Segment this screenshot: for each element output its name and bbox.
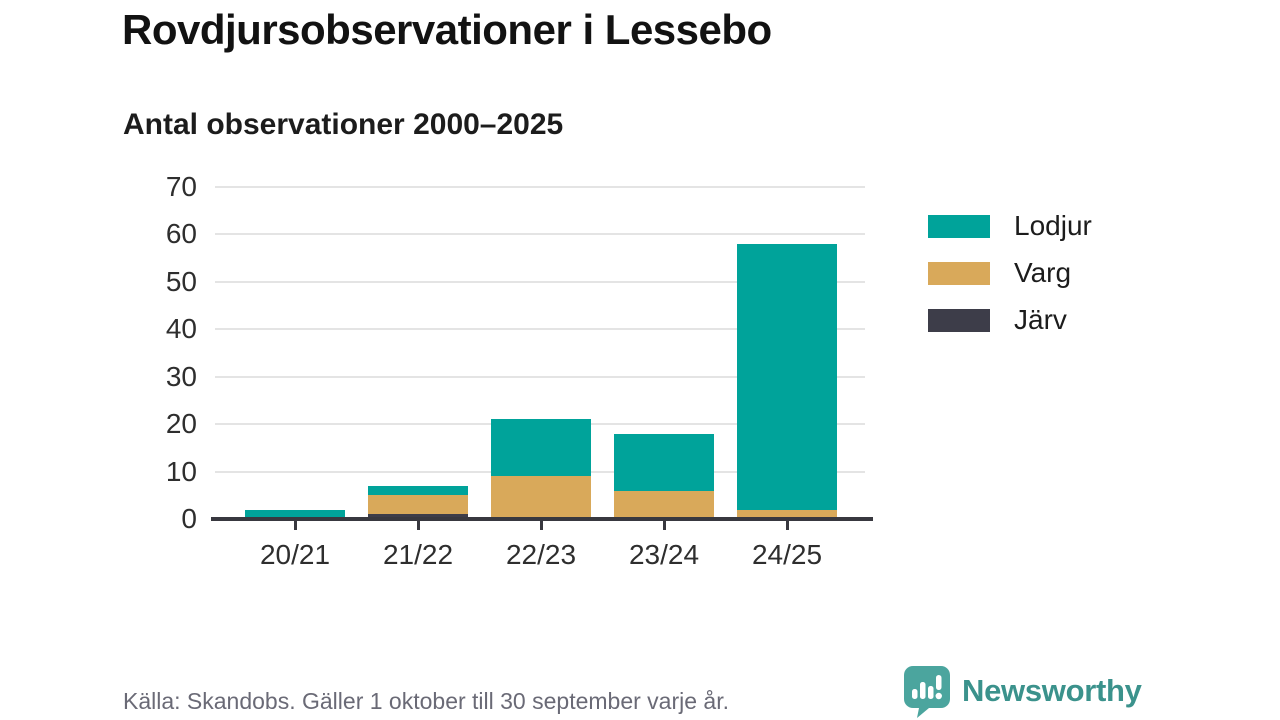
legend-swatch (928, 308, 990, 332)
newsworthy-speech-bubble-chart-icon (904, 666, 950, 718)
x-axis-tick (662, 521, 666, 530)
legend-label: Varg (1014, 257, 1072, 288)
legend-item-lodjur: Lodjur (928, 210, 1092, 241)
x-axis-tick-label: 24/25 (751, 539, 823, 570)
x-axis-tick (416, 521, 420, 530)
bar-segment-varg-22-23 (491, 476, 591, 519)
x-axis-line (211, 517, 873, 521)
chart-subtitle: Antal observationer 2000–2025 (123, 108, 564, 141)
legend-item-varg: Varg (928, 257, 1092, 288)
bar-segment-lodjur-23-24 (614, 433, 714, 491)
y-axis-tick-label: 70 (165, 170, 197, 202)
page-title: Rovdjursobservationer i Lessebo (122, 6, 772, 53)
bar-segment-lodjur-22-23 (491, 419, 591, 477)
bar-segment-lodjur-21-22 (368, 485, 468, 496)
source-note: Källa: Skandobs. Gäller 1 oktober till 3… (123, 688, 729, 714)
y-axis-tick-label: 60 (165, 218, 197, 249)
newsworthy-brand: Newsworthy (901, 664, 1142, 718)
bar-segment-varg-23-24 (614, 490, 714, 519)
legend-label: Järv (1014, 304, 1067, 335)
y-axis-tick-label: 10 (165, 455, 197, 487)
legend-item-järv: Järv (928, 304, 1092, 335)
legend-label: Lodjur (1014, 210, 1092, 241)
gridline (215, 280, 865, 283)
y-axis-tick-label: 40 (165, 313, 197, 344)
y-axis-tick-label: 30 (165, 360, 197, 392)
gridline (215, 328, 865, 330)
x-axis-tick-label: 22/23 (505, 539, 577, 570)
bar-segment-lodjur-24-25 (737, 243, 837, 510)
legend-swatch (928, 214, 990, 238)
x-axis-tick-label: 23/24 (628, 539, 700, 570)
x-axis-tick (785, 521, 789, 530)
y-axis-tick-label: 20 (165, 408, 197, 439)
x-axis-tick-label: 21/22 (382, 539, 454, 570)
bar-segment-järv-21-22 (368, 514, 468, 519)
y-axis-tick-label: 0 (181, 503, 197, 534)
x-axis-tick (293, 521, 297, 530)
x-axis-tick (539, 521, 543, 530)
x-axis-tick-label: 20/21 (259, 539, 331, 570)
bar-segment-lodjur-20-21 (245, 509, 345, 519)
chart-legend: Lodjur Varg Järv (928, 210, 1092, 355)
gridline (215, 185, 865, 188)
bar-segment-varg-21-22 (368, 495, 468, 515)
newsworthy-wordmark: Newsworthy (962, 673, 1142, 708)
legend-swatch (928, 261, 990, 285)
gridline (215, 233, 865, 235)
plot-area: 0 10 20 30 40 50 60 70 20/21 21/22 22/23 23/24 24/25 (166, 165, 873, 570)
y-axis-tick-label: 50 (165, 265, 197, 297)
bar-segment-varg-24-25 (737, 509, 837, 519)
gridline (215, 375, 865, 378)
